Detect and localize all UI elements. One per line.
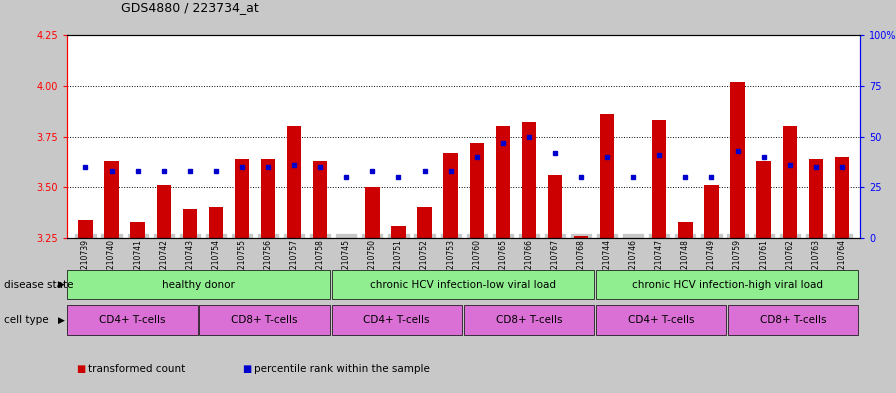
Bar xyxy=(209,208,223,238)
Bar xyxy=(157,185,171,238)
Bar xyxy=(782,127,797,238)
Text: CD4+ T-cells: CD4+ T-cells xyxy=(364,315,430,325)
Bar xyxy=(521,122,536,238)
Bar xyxy=(495,127,510,238)
Text: healthy donor: healthy donor xyxy=(162,280,235,290)
Bar xyxy=(756,161,771,238)
Text: chronic HCV infection-low viral load: chronic HCV infection-low viral load xyxy=(370,280,556,290)
Bar xyxy=(339,238,354,240)
Bar xyxy=(678,222,693,238)
Text: chronic HCV infection-high viral load: chronic HCV infection-high viral load xyxy=(632,280,823,290)
Text: disease state: disease state xyxy=(4,280,74,290)
Bar xyxy=(131,222,145,238)
Bar xyxy=(547,175,562,238)
Bar xyxy=(444,153,458,238)
Text: ▶: ▶ xyxy=(57,280,65,289)
Bar xyxy=(313,161,327,238)
Text: GDS4880 / 223734_at: GDS4880 / 223734_at xyxy=(121,1,259,14)
Bar xyxy=(730,82,745,238)
Text: ■: ■ xyxy=(76,364,85,375)
Bar xyxy=(366,187,380,238)
Bar xyxy=(183,209,197,238)
Bar xyxy=(287,127,301,238)
Bar xyxy=(261,159,275,238)
Bar xyxy=(392,226,406,238)
Bar xyxy=(809,159,823,238)
Bar xyxy=(470,143,484,238)
Bar xyxy=(104,161,118,238)
Text: ▶: ▶ xyxy=(57,316,65,325)
Bar xyxy=(835,157,849,238)
Bar xyxy=(418,208,432,238)
Text: CD8+ T-cells: CD8+ T-cells xyxy=(231,315,297,325)
Text: ■: ■ xyxy=(242,364,251,375)
Text: percentile rank within the sample: percentile rank within the sample xyxy=(254,364,429,375)
Bar xyxy=(573,236,589,238)
Bar xyxy=(704,185,719,238)
Text: CD4+ T-cells: CD4+ T-cells xyxy=(628,315,694,325)
Text: transformed count: transformed count xyxy=(88,364,185,375)
Bar xyxy=(235,159,249,238)
Bar xyxy=(600,114,615,238)
Bar xyxy=(652,120,667,238)
Text: cell type: cell type xyxy=(4,315,49,325)
Bar xyxy=(626,238,641,240)
Text: CD8+ T-cells: CD8+ T-cells xyxy=(495,315,562,325)
Text: CD4+ T-cells: CD4+ T-cells xyxy=(99,315,166,325)
Bar xyxy=(78,220,92,238)
Text: CD8+ T-cells: CD8+ T-cells xyxy=(760,315,826,325)
